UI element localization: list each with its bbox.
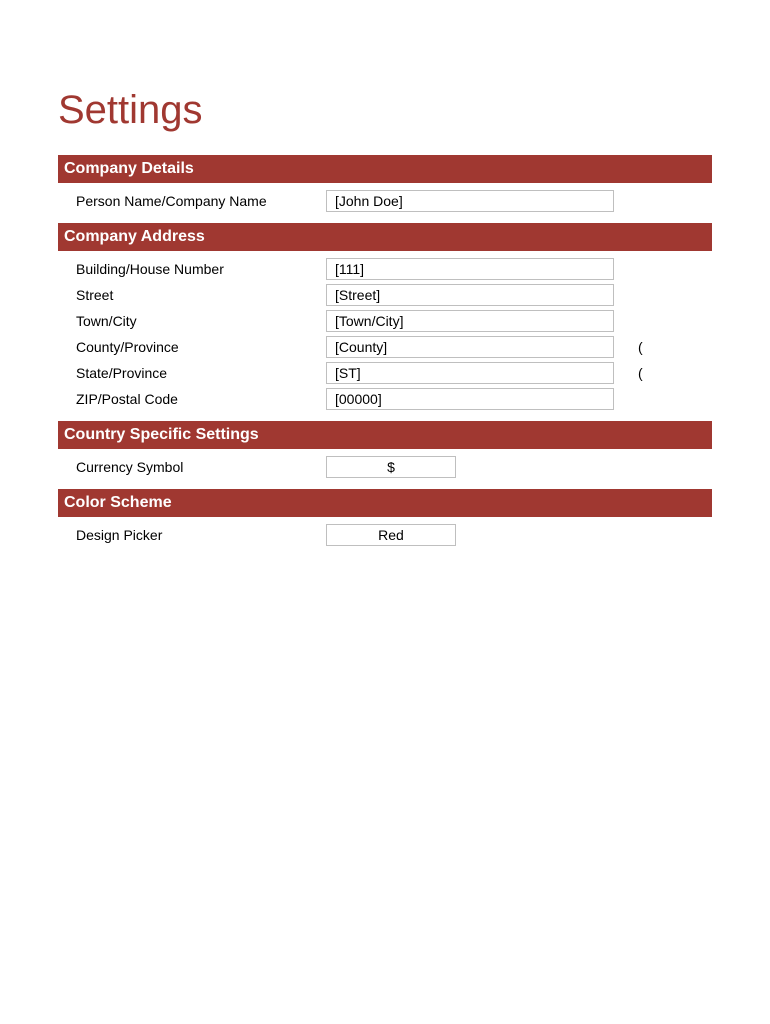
input-design-picker[interactable]	[326, 524, 456, 546]
label-street: Street	[76, 287, 326, 303]
input-currency[interactable]	[326, 456, 456, 478]
label-town: Town/City	[76, 313, 326, 329]
label-person-name: Person Name/Company Name	[76, 193, 326, 209]
field-row-county: County/Province (	[58, 335, 712, 359]
field-row-street: Street	[58, 283, 712, 307]
section-header-company-details: Company Details	[58, 155, 712, 183]
trailing-state: (	[638, 365, 643, 381]
label-building: Building/House Number	[76, 261, 326, 277]
section-header-country-specific: Country Specific Settings	[58, 421, 712, 449]
label-design-picker: Design Picker	[76, 527, 326, 543]
field-row-building: Building/House Number	[58, 257, 712, 281]
section-header-color-scheme: Color Scheme	[58, 489, 712, 517]
label-county: County/Province	[76, 339, 326, 355]
label-state: State/Province	[76, 365, 326, 381]
label-zip: ZIP/Postal Code	[76, 391, 326, 407]
section-company-address: Company Address Building/House Number St…	[58, 223, 712, 411]
input-street[interactable]	[326, 284, 614, 306]
section-company-details: Company Details Person Name/Company Name	[58, 155, 712, 213]
section-header-company-address: Company Address	[58, 223, 712, 251]
field-row-currency: Currency Symbol	[58, 455, 712, 479]
page-title: Settings	[58, 88, 712, 133]
field-row-state: State/Province (	[58, 361, 712, 385]
field-row-zip: ZIP/Postal Code	[58, 387, 712, 411]
input-state[interactable]	[326, 362, 614, 384]
input-building[interactable]	[326, 258, 614, 280]
section-color-scheme: Color Scheme Design Picker	[58, 489, 712, 547]
input-county[interactable]	[326, 336, 614, 358]
input-town[interactable]	[326, 310, 614, 332]
field-row-person-name: Person Name/Company Name	[58, 189, 712, 213]
input-person-name[interactable]	[326, 190, 614, 212]
input-zip[interactable]	[326, 388, 614, 410]
trailing-county: (	[638, 339, 643, 355]
field-row-town: Town/City	[58, 309, 712, 333]
section-country-specific: Country Specific Settings Currency Symbo…	[58, 421, 712, 479]
label-currency: Currency Symbol	[76, 459, 326, 475]
field-row-design-picker: Design Picker	[58, 523, 712, 547]
